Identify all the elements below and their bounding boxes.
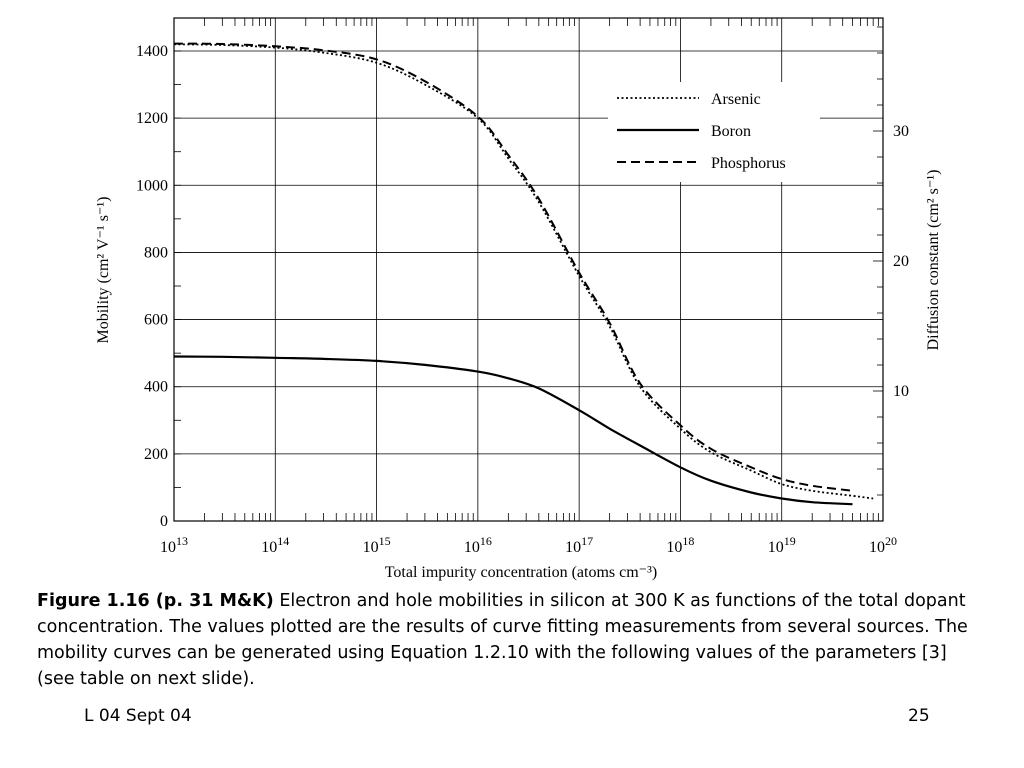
legend-label-boron: Boron xyxy=(711,123,751,140)
legend-label-phosphorus: Phosphorus xyxy=(711,155,786,172)
right-tick-label: 10 xyxy=(893,383,909,400)
x-tick-label: 1013 xyxy=(160,534,188,556)
y-tick-labels: 0 200 400 600 800 1000 1200 1400 xyxy=(136,43,168,530)
x-tick-label: 1017 xyxy=(565,534,593,556)
plot-frame xyxy=(173,17,884,522)
series-line-boron xyxy=(173,355,853,506)
legend: Arsenic Boron Phosphorus xyxy=(608,82,820,182)
legend-label-arsenic: Arsenic xyxy=(711,91,761,108)
y-tick-label: 400 xyxy=(144,379,168,396)
x-tick-label: 1014 xyxy=(261,534,289,556)
legend-background xyxy=(608,82,820,182)
x-tick-label: 1016 xyxy=(464,534,492,556)
series-line-arsenic xyxy=(173,43,874,500)
caption-body: Electron and hole mobilities in silicon … xyxy=(37,591,968,689)
series-lines xyxy=(173,42,874,506)
y-tick-label: 1000 xyxy=(136,177,168,194)
series-line-phosphorus xyxy=(173,42,853,492)
minor-ticks xyxy=(174,18,883,521)
x-axis-label: Total impurity concentration (atoms cm⁻³… xyxy=(385,564,658,581)
y-axis-label: Mobility (cm² V⁻¹ s⁻¹) xyxy=(95,197,112,344)
x-tick-label: 1018 xyxy=(666,534,694,556)
x-tick-label: 1015 xyxy=(363,534,391,556)
caption-lead: Figure 1.16 (p. 31 M&K) xyxy=(37,591,274,611)
x-tick-label: 1020 xyxy=(869,534,897,556)
y-tick-label: 200 xyxy=(144,446,168,463)
right-tick-label: 20 xyxy=(893,253,909,270)
footer-date: L 04 Sept 04 xyxy=(84,706,192,726)
y-tick-label: 0 xyxy=(160,513,168,530)
right-tick-labels: 10 20 30 xyxy=(893,123,909,400)
y-tick-label: 600 xyxy=(144,312,168,329)
x-tick-label: 1019 xyxy=(768,534,796,556)
right-tick-label: 30 xyxy=(893,123,909,140)
figure-caption: Figure 1.16 (p. 31 M&K) Electron and hol… xyxy=(37,588,987,692)
page-number: 25 xyxy=(908,706,930,726)
y-tick-label: 1200 xyxy=(136,110,168,127)
y-axis-right-label: Diffusion constant (cm² s⁻¹) xyxy=(925,170,942,351)
x-tick-labels: 1013 1014 1015 1016 1017 1018 1019 1020 xyxy=(160,534,897,556)
y-tick-label: 1400 xyxy=(136,43,168,60)
y-tick-label: 800 xyxy=(144,244,168,261)
